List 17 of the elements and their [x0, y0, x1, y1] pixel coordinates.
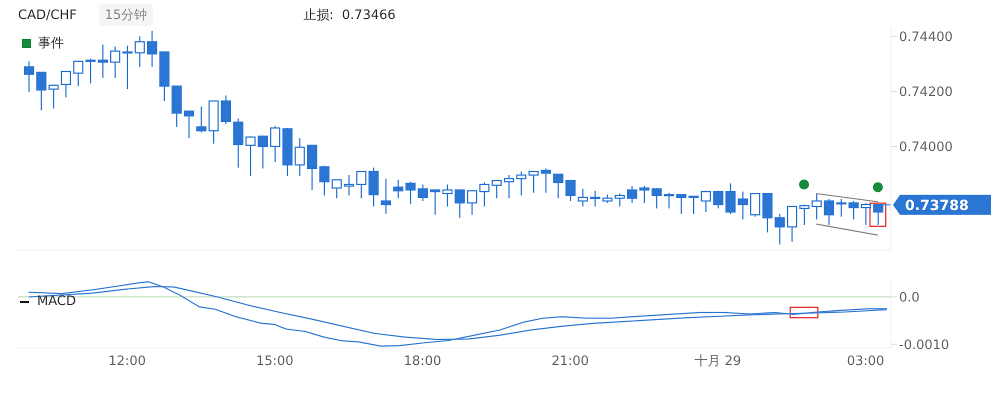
ref-line-label: 0.73788	[905, 198, 969, 214]
y-tick-label: 0.74200	[899, 84, 953, 100]
text: MACD	[37, 294, 76, 309]
x-tick-label: 03:00	[846, 354, 884, 370]
chart-title: CAD/CHF	[18, 8, 77, 22]
y-tick-label: -0.0010	[899, 338, 950, 353]
x-tick-label: 12:00	[108, 354, 146, 370]
x-tick-label: 十月 29	[694, 354, 742, 370]
x-tick-label: 21:00	[551, 354, 589, 370]
y-tick-label: 0.74400	[899, 30, 953, 45]
x-tick-label: 15:00	[256, 354, 294, 370]
chart-subtitle: 15分钟	[98, 4, 154, 26]
y-tick-label: 0.74000	[899, 140, 953, 156]
text: 止损: 0.73466	[303, 7, 396, 24]
x-tick-label: 18:00	[404, 354, 442, 370]
legend-label: 事件	[38, 35, 64, 52]
y-tick-label: 0.0	[899, 290, 920, 306]
